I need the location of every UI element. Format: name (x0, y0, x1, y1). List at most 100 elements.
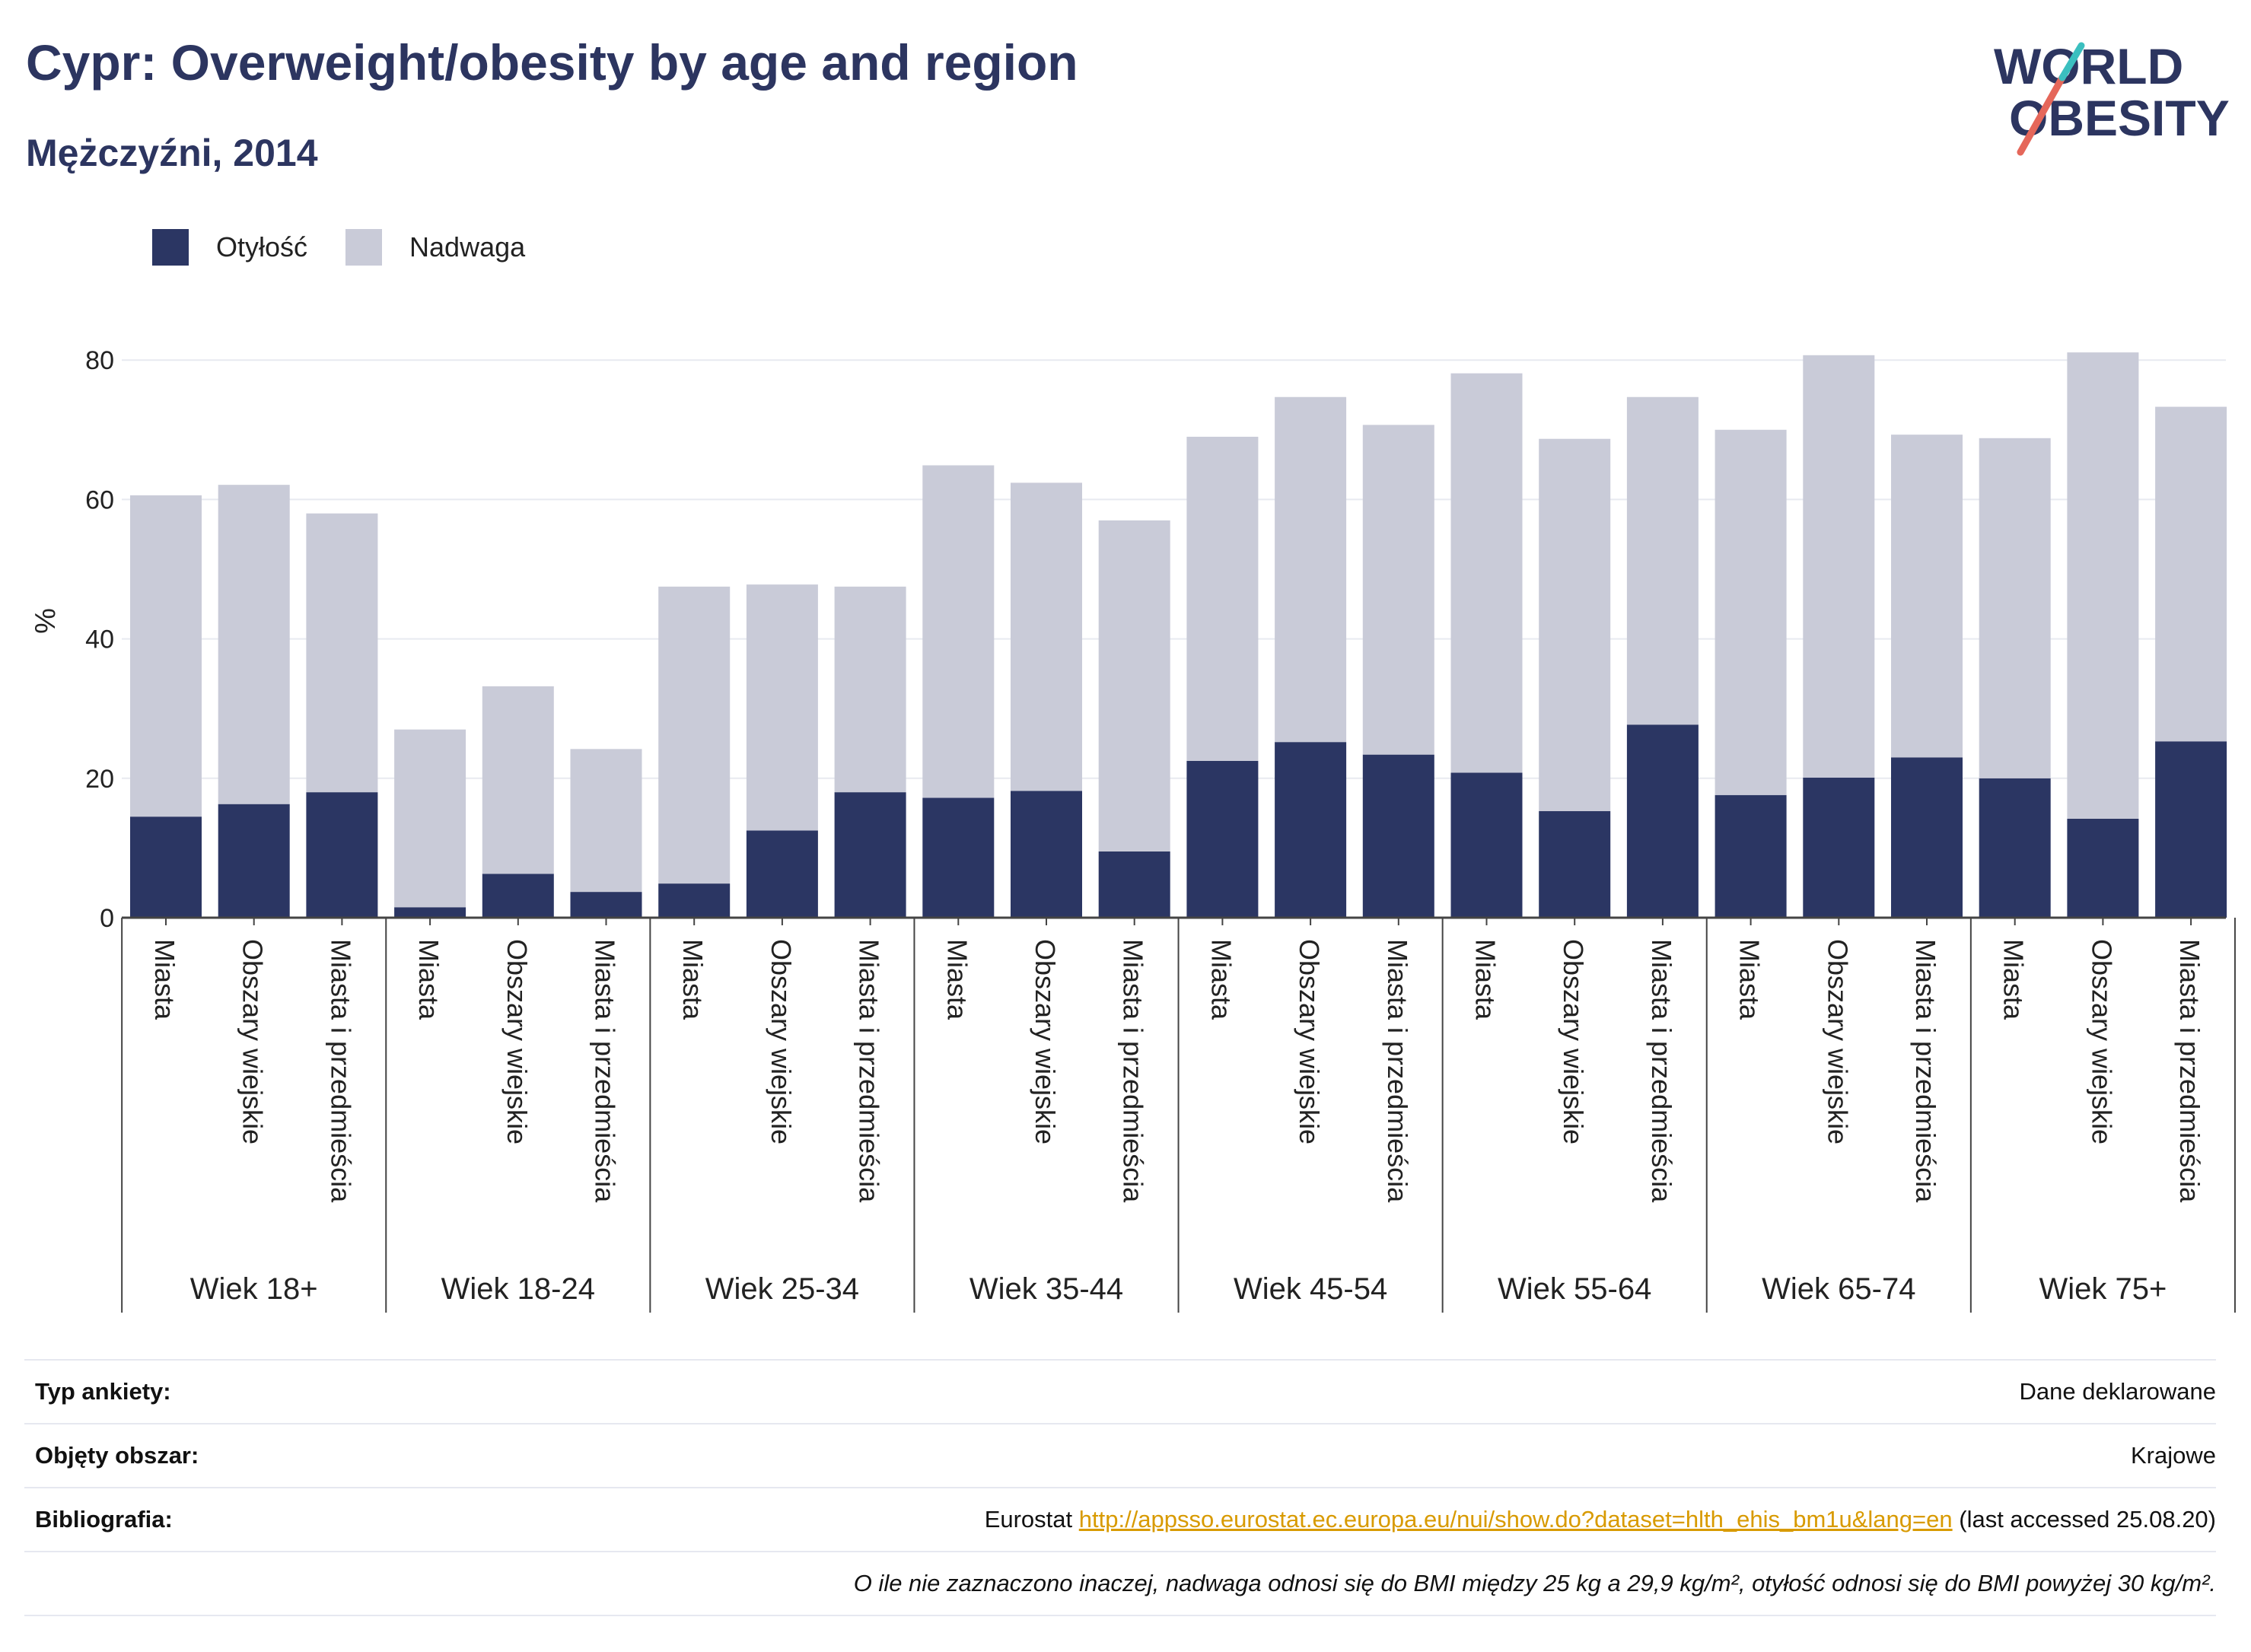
meta-row-note: O ile nie zaznaczono inaczej, nadwaga od… (24, 1551, 2216, 1616)
y-tick-label: 80 (85, 346, 114, 375)
y-axis-label: % (30, 608, 62, 634)
bar-obesity (1450, 772, 1523, 918)
legend-label-obesity: Otyłość (216, 231, 308, 263)
meta-row-bibliography: Bibliografia: Eurostat http://appsso.eur… (24, 1487, 2216, 1551)
bar-obesity (306, 792, 378, 918)
logo-line2: OBESITY (2009, 90, 2230, 146)
logo-red-slash (2017, 74, 2066, 156)
bar-obesity (2155, 741, 2227, 918)
bar-overweight (1186, 436, 1259, 761)
legend-label-overweight: Nadwaga (409, 231, 526, 263)
x-group-label: Wiek 45-54 (1234, 1272, 1387, 1306)
x-category-label: Miasta (1998, 939, 2030, 1020)
x-category-label: Miasta (941, 939, 973, 1020)
legend-item-overweight[interactable]: Nadwaga (345, 229, 525, 266)
x-category-label: Miasta i przedmieścia (1118, 939, 1149, 1203)
x-category-label: Miasta (677, 939, 708, 1020)
bar-obesity (2067, 818, 2139, 918)
x-category-label: Obszary wiejskie (237, 939, 269, 1144)
bar-overweight (2067, 352, 2139, 819)
bar-obesity (1186, 760, 1259, 918)
x-category-label: Miasta i przedmieścia (1382, 939, 1413, 1203)
bar-obesity (922, 797, 995, 918)
bibliography-link[interactable]: http://appsso.eurostat.ec.europa.eu/nui/… (1078, 1506, 1953, 1533)
x-group-label: Wiek 18-24 (441, 1272, 595, 1306)
x-category-label: Miasta i przedmieścia (1646, 939, 1677, 1203)
bar-overweight (1715, 429, 1787, 795)
bar-obesity (570, 892, 642, 918)
bar-overweight (746, 584, 818, 831)
bar-overweight (130, 495, 202, 817)
bar-overweight (834, 586, 906, 793)
legend-swatch-overweight (345, 229, 383, 266)
x-category-label: Miasta i przedmieścia (2174, 939, 2205, 1203)
bar-overweight (1803, 355, 1875, 778)
bar-overweight (1891, 434, 1963, 758)
stacked-bar-chart: 0 20 40 60 80% Miasta Obszary wiejskie Miasta i… (30, 346, 2236, 1313)
legend-swatch-obesity (152, 229, 189, 266)
bar-overweight (306, 513, 378, 793)
x-group-label: Wiek 55-64 (1498, 1272, 1651, 1306)
logo-line1: WORLD (1994, 38, 2183, 94)
definition-note: O ile nie zaznaczono inaczej, nadwaga od… (853, 1570, 2216, 1596)
x-category-label: Miasta (149, 939, 180, 1020)
x-group-label: Wiek 18+ (190, 1272, 318, 1306)
bar-obesity (1539, 810, 1611, 918)
x-category-label: Miasta (1205, 939, 1237, 1020)
bar-obesity (1362, 754, 1434, 918)
bar-overweight (2155, 406, 2227, 742)
x-group-label: Wiek 75+ (2039, 1272, 2167, 1306)
survey-type-value: Dane deklarowane (2019, 1378, 2216, 1405)
bar-obesity (1626, 724, 1699, 918)
y-tick-label: 20 (85, 765, 114, 794)
bar-overweight (1626, 396, 1699, 725)
x-category-label: Obszary wiejskie (2086, 939, 2117, 1144)
bibliography-prefix: Eurostat (984, 1506, 1073, 1533)
area-label: Objęty obszar: (35, 1442, 199, 1469)
area-value: Krajowe (2131, 1442, 2216, 1469)
bar-overweight (658, 586, 731, 884)
x-category-label: Miasta i przedmieścia (590, 939, 621, 1203)
x-group-label: Wiek 35-44 (969, 1272, 1123, 1306)
x-group-label: Wiek 25-34 (705, 1272, 859, 1306)
bar-obesity (1891, 757, 1963, 918)
bar-obesity (658, 883, 731, 918)
x-category-label: Miasta i przedmieścia (325, 939, 356, 1203)
x-group-label: Wiek 65-74 (1762, 1272, 1915, 1306)
bar-overweight (1979, 438, 2051, 778)
meta-row-survey-type: Typ ankiety: Dane deklarowane (24, 1359, 2216, 1423)
survey-type-label: Typ ankiety: (35, 1378, 171, 1405)
world-obesity-logo: WORLD OBESITY (1979, 23, 2237, 160)
bar-obesity (130, 816, 202, 918)
x-category-label: Obszary wiejskie (1294, 939, 1325, 1144)
meta-row-area: Objęty obszar: Krajowe (24, 1423, 2216, 1487)
bibliography-label: Bibliografia: (35, 1506, 173, 1533)
x-category-label: Obszary wiejskie (1822, 939, 1853, 1144)
y-tick-label: 60 (85, 485, 114, 514)
bar-overweight (482, 686, 554, 874)
bar-obesity (394, 907, 466, 918)
bar-overweight (922, 465, 995, 798)
legend-item-obesity[interactable]: Otyłość (152, 229, 307, 266)
chart-title: Cypr: Overweight/obesity by age and regi… (26, 34, 1078, 91)
bibliography-value: Eurostat http://appsso.eurostat.ec.europ… (985, 1506, 2216, 1533)
bar-overweight (1098, 520, 1170, 851)
x-category-label: Miasta i przedmieścia (854, 939, 885, 1203)
metadata-table: Typ ankiety: Dane deklarowane Objęty obs… (24, 1359, 2216, 1616)
bar-overweight (1450, 373, 1523, 773)
bar-obesity (1979, 778, 2051, 918)
bar-obesity (1098, 851, 1170, 918)
bar-obesity (482, 874, 554, 918)
bibliography-suffix: (last accessed 25.08.20) (1959, 1506, 2216, 1533)
bar-obesity (218, 804, 290, 918)
x-category-label: Obszary wiejskie (766, 939, 797, 1144)
y-tick-label: 0 (100, 904, 114, 933)
x-category-label: Miasta (413, 939, 444, 1020)
bar-obesity (1803, 777, 1875, 918)
x-category-label: Miasta i przedmieścia (1910, 939, 1941, 1203)
bar-overweight (570, 749, 642, 893)
bar-obesity (1715, 794, 1787, 918)
bar-overweight (1362, 425, 1434, 755)
x-category-label: Miasta (1734, 939, 1765, 1020)
bar-obesity (1275, 742, 1347, 918)
